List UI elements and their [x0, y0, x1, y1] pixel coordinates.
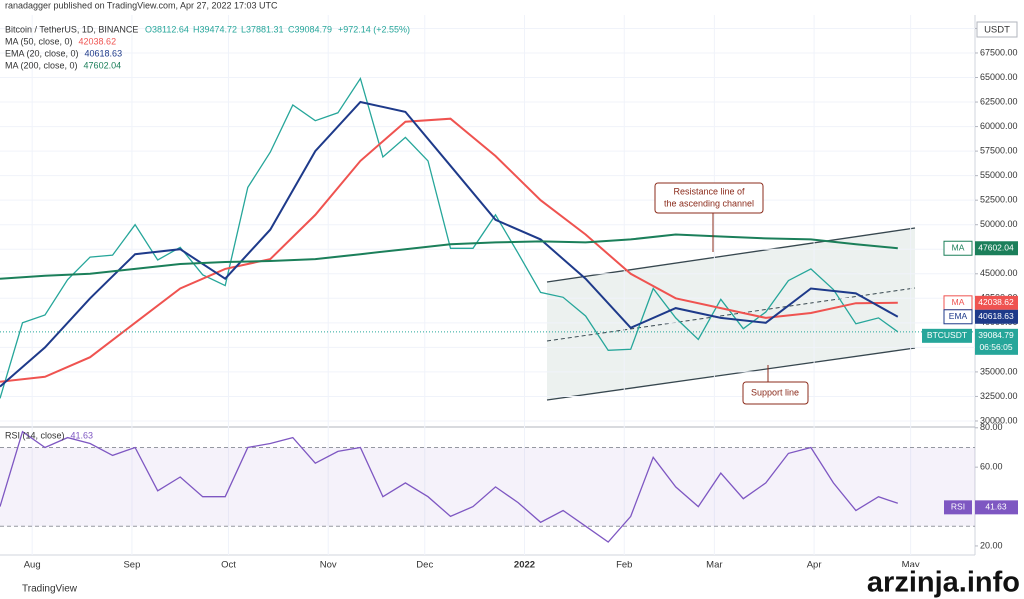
- badge-value: 41.63: [985, 502, 1007, 512]
- y-tick-label: 67500.00: [980, 47, 1018, 57]
- badge-name: RSI: [951, 502, 965, 512]
- resistance-line: [546, 227, 916, 283]
- ohlc-open: O38112.64: [145, 24, 189, 34]
- x-tick-label: Apr: [807, 560, 822, 571]
- y-tick-label: 30000.00: [980, 415, 1018, 425]
- mid-line: [546, 287, 916, 342]
- brand: TradingView: [22, 584, 78, 595]
- ohlc-change: +972.14 (+2.55%): [338, 24, 410, 34]
- currency: USDT: [984, 25, 1010, 36]
- badge-name: MA: [952, 297, 965, 307]
- badge-name: MA: [952, 242, 965, 252]
- series-line: [0, 233, 898, 280]
- watermark: arzinja.info: [867, 567, 1020, 599]
- countdown: 06:56:05: [979, 342, 1012, 352]
- symbol: Bitcoin / TetherUS, 1D, BINANCE: [5, 24, 138, 34]
- badge-value: 42038.62: [978, 297, 1014, 307]
- annotation-text: Support line: [751, 387, 799, 397]
- legend-name: RSI (14, close): [5, 430, 65, 440]
- badge-name-bg: [943, 309, 973, 325]
- support-line: [546, 347, 916, 401]
- legend-value: 41.63: [71, 430, 94, 440]
- y-tick-label: 80.00: [980, 422, 1003, 432]
- legend-name: MA (200, close, 0): [5, 60, 78, 70]
- x-tick-label: Sep: [123, 560, 140, 571]
- legend-value: 47602.04: [84, 60, 122, 70]
- ohlc-close: C39084.79: [288, 24, 332, 34]
- y-tick-label: 20.00: [980, 540, 1003, 550]
- y-tick-label: 65000.00: [980, 72, 1018, 82]
- y-tick-label: 57500.00: [980, 145, 1018, 155]
- y-tick-label: 45000.00: [980, 268, 1018, 278]
- badge-value-bg: [975, 500, 1018, 515]
- legend-name: EMA (20, close, 0): [5, 48, 79, 58]
- ohlc-high: H39474.72: [193, 24, 237, 34]
- x-tick-label: May: [902, 560, 920, 571]
- y-tick-label: 32500.00: [980, 391, 1018, 401]
- annotation-box: [742, 381, 809, 405]
- legend-value: 42038.62: [79, 36, 117, 46]
- badge-value-bg: [975, 309, 1018, 324]
- y-tick-label: 52500.00: [980, 195, 1018, 205]
- badge-value-bg: [975, 328, 1018, 355]
- x-tick-label: Aug: [24, 560, 41, 571]
- badge-name-bg: [922, 328, 972, 343]
- currency-box: [976, 21, 1018, 38]
- x-tick-label: Feb: [616, 560, 632, 571]
- series-line: [0, 76, 899, 399]
- x-tick-label: Nov: [320, 560, 337, 571]
- y-tick-label: 55000.00: [980, 170, 1018, 180]
- badge-name-bg: [943, 240, 973, 256]
- badge-value-bg: [975, 295, 1018, 310]
- legend-value: 40618.63: [85, 48, 123, 58]
- badge-name-bg: [944, 500, 972, 515]
- legend-name: MA (50, close, 0): [5, 36, 73, 46]
- annotation-text: the ascending channel: [664, 198, 754, 208]
- series-line: [0, 117, 898, 383]
- series-line: [0, 430, 899, 543]
- ohlc-low: L37881.31: [241, 24, 284, 34]
- publisher: ranadagger published on TradingView.com,…: [5, 0, 278, 10]
- x-tick-label: 2022: [514, 560, 535, 571]
- badge-value: 39084.79: [978, 330, 1014, 340]
- badge-value-bg: [975, 241, 1018, 256]
- badge-value: 40618.63: [978, 311, 1014, 321]
- y-tick-label: 62500.00: [980, 96, 1018, 106]
- y-tick-label: 60.00: [980, 462, 1003, 472]
- watermark-bg: [825, 567, 1024, 599]
- x-tick-label: Mar: [706, 560, 722, 571]
- x-tick-label: Dec: [416, 560, 433, 571]
- annotation-box: [654, 182, 764, 214]
- plot: Aug Sep Oct Nov Dec 2022 Feb Mar Apr May 30000.00 3…: [0, 15, 1018, 571]
- y-tick-label: 50000.00: [980, 219, 1018, 229]
- annotation-text: Resistance line of: [673, 186, 745, 196]
- x-tick-label: Oct: [221, 560, 236, 571]
- y-tick-label: 35000.00: [980, 366, 1018, 376]
- series-line: [0, 100, 899, 388]
- badge-value: 47602.04: [978, 242, 1014, 252]
- y-tick-label: 60000.00: [980, 121, 1018, 131]
- badge-name: BTCUSDT: [927, 330, 967, 340]
- rsi-band: [0, 447, 975, 527]
- badge-name: EMA: [949, 311, 968, 321]
